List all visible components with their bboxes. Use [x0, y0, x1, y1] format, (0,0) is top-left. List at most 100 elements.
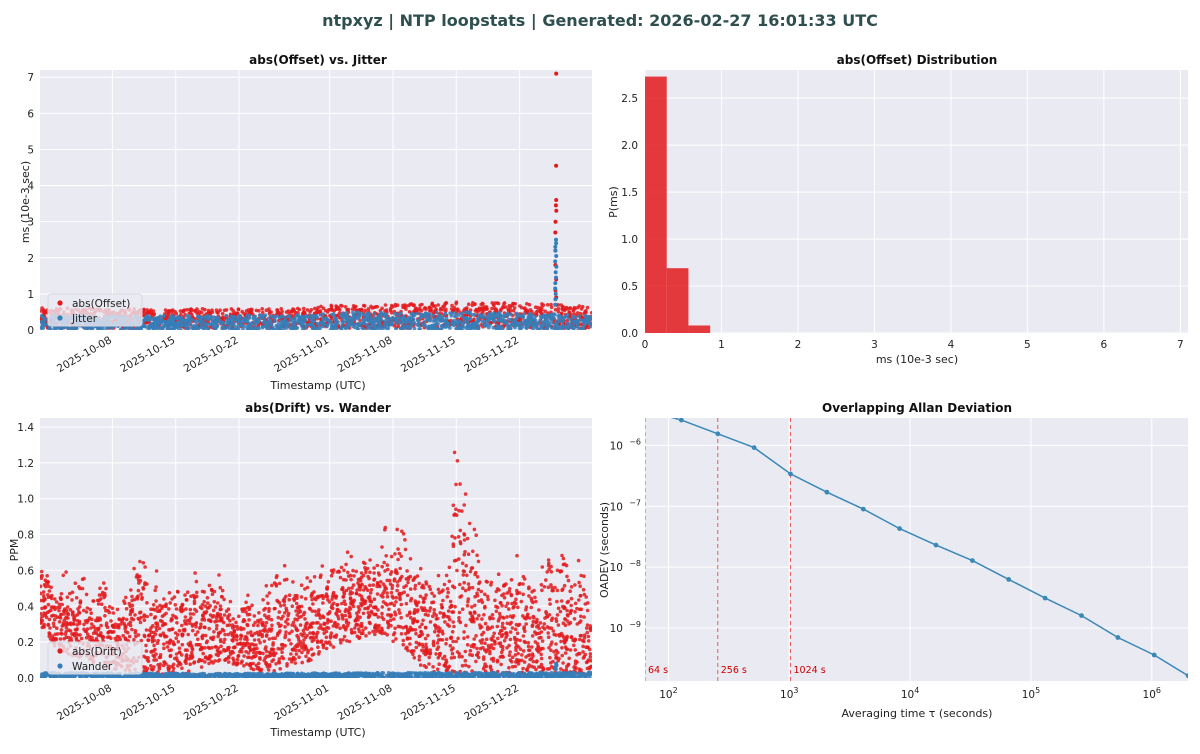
- drift-wander-point: [216, 601, 220, 605]
- drift-wander-point: [345, 639, 349, 643]
- drift-wander-point: [381, 605, 385, 609]
- offset-jitter-spike-point: [553, 281, 557, 285]
- drift-wander-point: [467, 588, 471, 592]
- drift-wander-point: [557, 623, 561, 627]
- offset-jitter-point: [260, 307, 264, 311]
- drift-wander-point: [258, 657, 262, 661]
- drift-wander-point: [404, 584, 408, 588]
- drift-wander-point: [102, 581, 106, 585]
- drift-wander-point: [565, 609, 569, 613]
- offset-jitter-point: [253, 315, 257, 319]
- drift-wander-point: [186, 633, 190, 637]
- offset-jitter-point: [258, 314, 262, 318]
- offset-jitter-point: [588, 317, 592, 321]
- drift-wander-point: [372, 583, 376, 587]
- offset-jitter-point: [249, 324, 253, 328]
- drift-wander-point: [549, 643, 553, 647]
- drift-wander-point: [462, 532, 466, 536]
- offset-distribution-xlabel: ms (10e-3 sec): [876, 353, 958, 366]
- drift-wander-point: [569, 648, 573, 652]
- drift-wander-point: [310, 598, 314, 602]
- drift-wander-point: [431, 615, 435, 619]
- offset-jitter-point: [307, 315, 311, 319]
- offset-jitter-point: [406, 324, 410, 328]
- drift-wander-point: [261, 652, 265, 656]
- drift-wander-point: [208, 646, 212, 650]
- offset-jitter-point: [201, 320, 205, 324]
- drift-wander-point: [176, 640, 180, 644]
- drift-wander-point: [548, 602, 552, 606]
- drift-wander-point: [240, 607, 244, 611]
- offset-jitter-point: [279, 307, 283, 311]
- drift-wander-ylabel: PPM: [8, 539, 21, 562]
- drift-wander-point: [511, 606, 515, 610]
- drift-wander-point: [145, 628, 149, 632]
- offset-distribution-xtick-label: 3: [871, 339, 878, 351]
- offset-jitter-point: [457, 313, 461, 317]
- drift-wander-point: [287, 598, 291, 602]
- drift-wander-point: [443, 583, 447, 587]
- drift-wander-point: [409, 599, 413, 603]
- drift-wander-point: [304, 597, 308, 601]
- drift-wander-point: [393, 627, 397, 631]
- offset-jitter-point: [335, 305, 339, 309]
- offset-jitter-point: [280, 324, 284, 328]
- offset-jitter-spike-point: [554, 198, 558, 202]
- drift-wander-point: [237, 615, 241, 619]
- drift-wander-point: [579, 619, 583, 623]
- drift-wander-point: [219, 650, 223, 654]
- offset-jitter-point: [564, 326, 568, 330]
- offset-jitter-point: [535, 327, 539, 331]
- drift-wander-point: [559, 610, 563, 614]
- drift-wander-point: [582, 615, 586, 619]
- drift-wander-point: [460, 594, 464, 598]
- drift-wander-point: [270, 624, 274, 628]
- drift-wander-point: [406, 581, 410, 585]
- drift-wander-point: [503, 639, 507, 643]
- drift-wander-point: [396, 584, 400, 588]
- drift-wander-point: [268, 591, 272, 595]
- offset-jitter-point: [364, 309, 368, 313]
- offset-jitter-point: [509, 305, 513, 309]
- drift-wander-point: [406, 594, 410, 598]
- offset-jitter-point: [373, 312, 377, 316]
- drift-wander-point: [380, 545, 384, 549]
- offset-jitter-point: [431, 302, 435, 306]
- offset-jitter-point: [232, 318, 236, 322]
- offset-jitter-point: [399, 317, 403, 321]
- offset-jitter-point: [296, 313, 300, 317]
- offset-jitter-point: [42, 308, 46, 312]
- drift-wander-point: [424, 593, 428, 597]
- drift-wander-point: [168, 591, 172, 595]
- offset-jitter-point: [581, 305, 585, 309]
- drift-wander-point: [70, 598, 74, 602]
- drift-wander-point: [352, 574, 356, 578]
- offset-jitter-ytick-label: 0: [27, 325, 34, 337]
- drift-wander-point: [453, 451, 457, 455]
- drift-wander-point: [316, 641, 320, 645]
- drift-wander-point: [531, 634, 535, 638]
- drift-wander-point: [294, 661, 298, 665]
- offset-jitter-point: [372, 306, 376, 310]
- offset-jitter-point: [560, 320, 564, 324]
- offset-jitter-point: [293, 318, 297, 322]
- offset-jitter-point: [302, 307, 306, 311]
- drift-wander-point: [370, 588, 374, 592]
- drift-wander-point: [437, 645, 441, 649]
- drift-wander-point: [473, 528, 477, 532]
- drift-wander-point: [170, 628, 174, 632]
- drift-wander-point: [455, 569, 459, 573]
- drift-wander-point: [427, 662, 431, 666]
- drift-wander-point: [456, 459, 460, 463]
- offset-jitter-point: [453, 311, 457, 315]
- offset-jitter-point: [195, 307, 199, 311]
- drift-wander-point: [565, 575, 569, 579]
- offset-jitter-ytick-label: 1: [27, 289, 34, 301]
- drift-wander-point: [181, 643, 185, 647]
- drift-wander-point: [380, 627, 384, 631]
- offset-jitter-point: [520, 314, 524, 318]
- drift-wander-point: [385, 591, 389, 595]
- offset-jitter-point: [194, 320, 198, 324]
- offset-jitter-point: [220, 322, 224, 326]
- drift-wander-point: [344, 563, 348, 567]
